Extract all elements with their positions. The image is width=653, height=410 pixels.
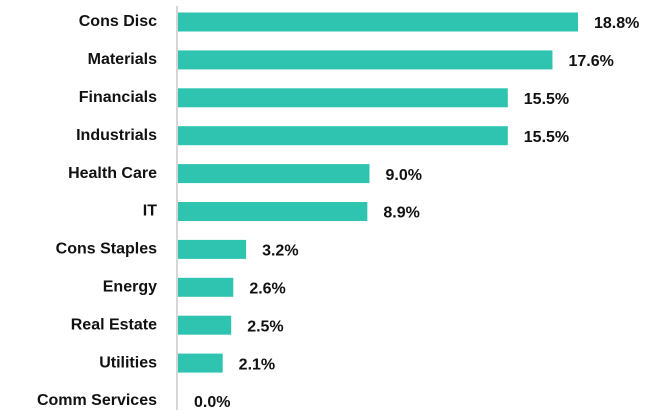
category-label: Cons Disc <box>79 13 157 30</box>
bar <box>178 202 368 221</box>
bar <box>178 353 223 373</box>
bar <box>178 315 232 335</box>
category-label: Energy <box>103 279 157 296</box>
bar <box>178 239 247 259</box>
value-label: 15.5% <box>524 91 569 108</box>
value-label: 2.5% <box>247 318 283 335</box>
category-label: Materials <box>88 51 157 68</box>
category-label: Financials <box>79 89 157 106</box>
category-label: Industrials <box>76 127 157 144</box>
bar <box>178 277 234 297</box>
value-label: 2.1% <box>239 356 275 373</box>
value-label: 0.0% <box>194 394 230 410</box>
bar <box>178 164 370 184</box>
category-label: Real Estate <box>71 316 157 333</box>
value-label: 15.5% <box>524 129 569 146</box>
category-label: Health Care <box>68 165 157 182</box>
bar <box>178 12 578 32</box>
value-label: 9.0% <box>385 167 421 184</box>
value-label: 18.8% <box>594 15 639 32</box>
value-label: 8.9% <box>383 205 419 222</box>
value-label: 3.2% <box>262 243 298 260</box>
category-label: Cons Staples <box>56 241 157 258</box>
category-label: IT <box>143 203 157 220</box>
category-label: Utilities <box>99 354 157 371</box>
bar <box>178 88 508 108</box>
bar <box>178 50 553 70</box>
value-label: 17.6% <box>568 53 613 70</box>
bar <box>178 126 508 146</box>
category-label: Comm Services <box>37 392 157 409</box>
value-label: 2.6% <box>249 281 285 298</box>
